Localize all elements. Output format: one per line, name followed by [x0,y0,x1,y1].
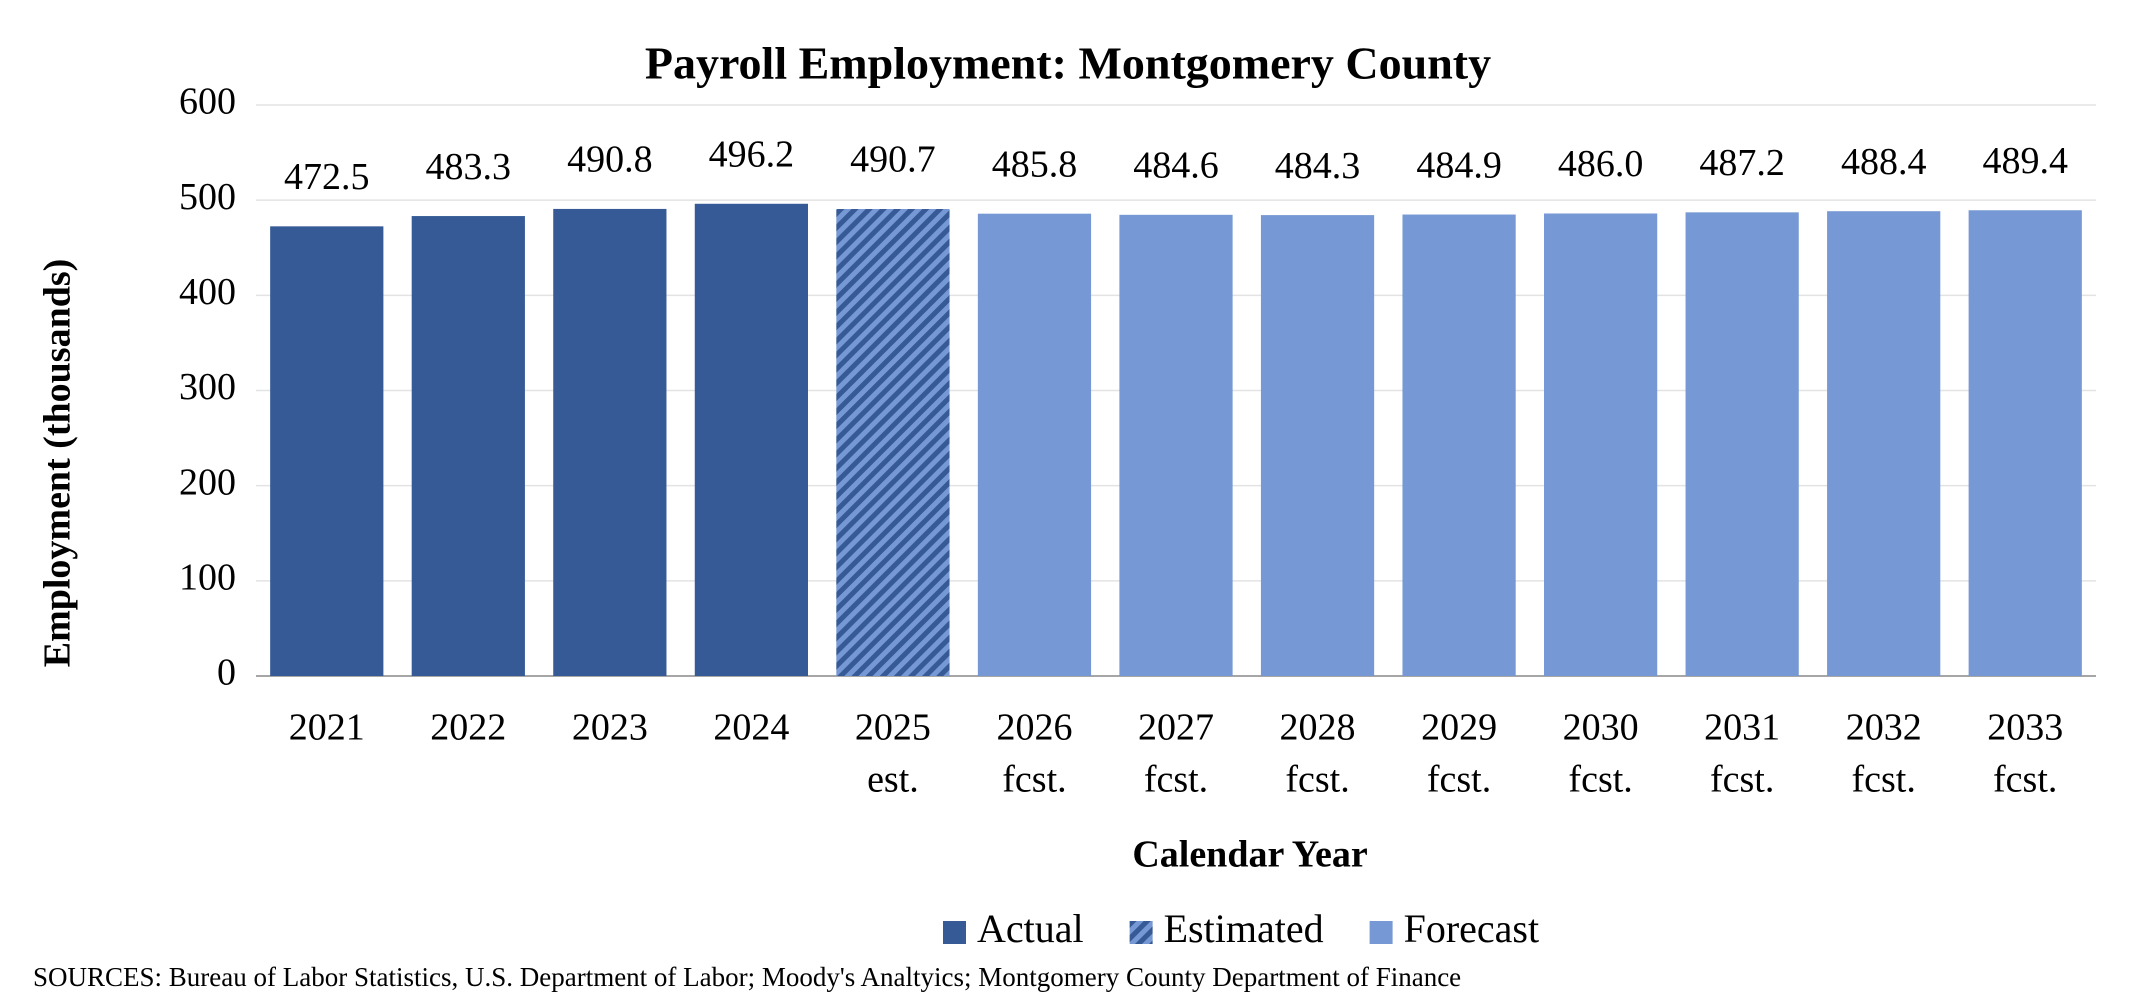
bar [1827,211,1941,676]
x-tick-label: 2027 [1138,707,1214,749]
chart-title: Payroll Employment: Montgomery County [645,38,1491,89]
data-label: 472.5 [284,156,370,198]
y-tick-label: 500 [179,176,236,218]
data-label: 484.9 [1416,144,1502,186]
bar [1544,213,1658,677]
x-tick-label: 2028 [1280,707,1356,749]
y-tick-label: 400 [179,271,236,313]
data-label: 484.3 [1275,145,1361,187]
bar [411,216,525,676]
source-note: SOURCES: Bureau of Labor Statistics, U.S… [33,962,1461,992]
bar [1968,210,2082,676]
data-label: 496.2 [709,134,795,176]
x-tick-label: est. [867,759,919,801]
legend-label: Actual [977,906,1084,951]
data-label: 488.4 [1841,141,1927,183]
data-label: 486.0 [1558,143,1644,185]
legend-label: Estimated [1164,906,1324,951]
x-tick-label: fcst. [1144,759,1208,801]
bar [1402,214,1516,676]
x-tick-label: 2023 [572,707,648,749]
bar [694,203,808,676]
legend-label: Forecast [1404,906,1540,951]
x-tick-label: fcst. [1568,759,1632,801]
data-label: 490.7 [850,139,936,181]
x-tick-label: 2024 [713,707,789,749]
data-label: 484.6 [1133,145,1219,187]
bar [977,213,1092,676]
bar [553,208,667,676]
bar [1685,212,1799,676]
x-axis-label: Calendar Year [1132,834,1368,876]
x-tick-label: fcst. [1002,759,1066,801]
x-tick-label: 2030 [1563,707,1639,749]
x-tick-label: fcst. [1993,759,2057,801]
data-label: 490.8 [567,139,653,181]
x-tick-label: 2029 [1421,707,1497,749]
bar [836,209,950,677]
data-label: 487.2 [1699,142,1785,184]
legend-swatch [1129,921,1153,944]
bar [1119,214,1233,676]
y-tick-label: 600 [179,81,236,123]
legend-swatch [1369,921,1393,944]
x-tick-label: 2032 [1846,707,1922,749]
y-tick-label: 200 [179,461,236,503]
x-tick-label: 2025 [855,707,931,749]
y-axis-label: Employment (thousands) [37,259,79,668]
data-label: 485.8 [992,143,1078,185]
x-tick-label: 2022 [430,707,506,749]
data-label: 483.3 [426,146,512,188]
y-tick-label: 100 [179,557,236,599]
bar [270,226,384,676]
x-tick-label: 2026 [996,707,1072,749]
x-tick-label: 2021 [289,707,365,749]
x-tick-label: fcst. [1852,759,1916,801]
x-tick-label: fcst. [1710,759,1774,801]
x-tick-label: 2031 [1704,707,1780,749]
y-tick-label: 0 [217,652,236,694]
bar [1260,215,1375,676]
x-tick-label: 2033 [1987,707,2063,749]
x-tick-label: fcst. [1427,759,1491,801]
legend-swatch [943,921,966,944]
data-label: 489.4 [1982,140,2068,182]
x-tick-label: fcst. [1285,759,1349,801]
y-tick-label: 300 [179,366,236,408]
